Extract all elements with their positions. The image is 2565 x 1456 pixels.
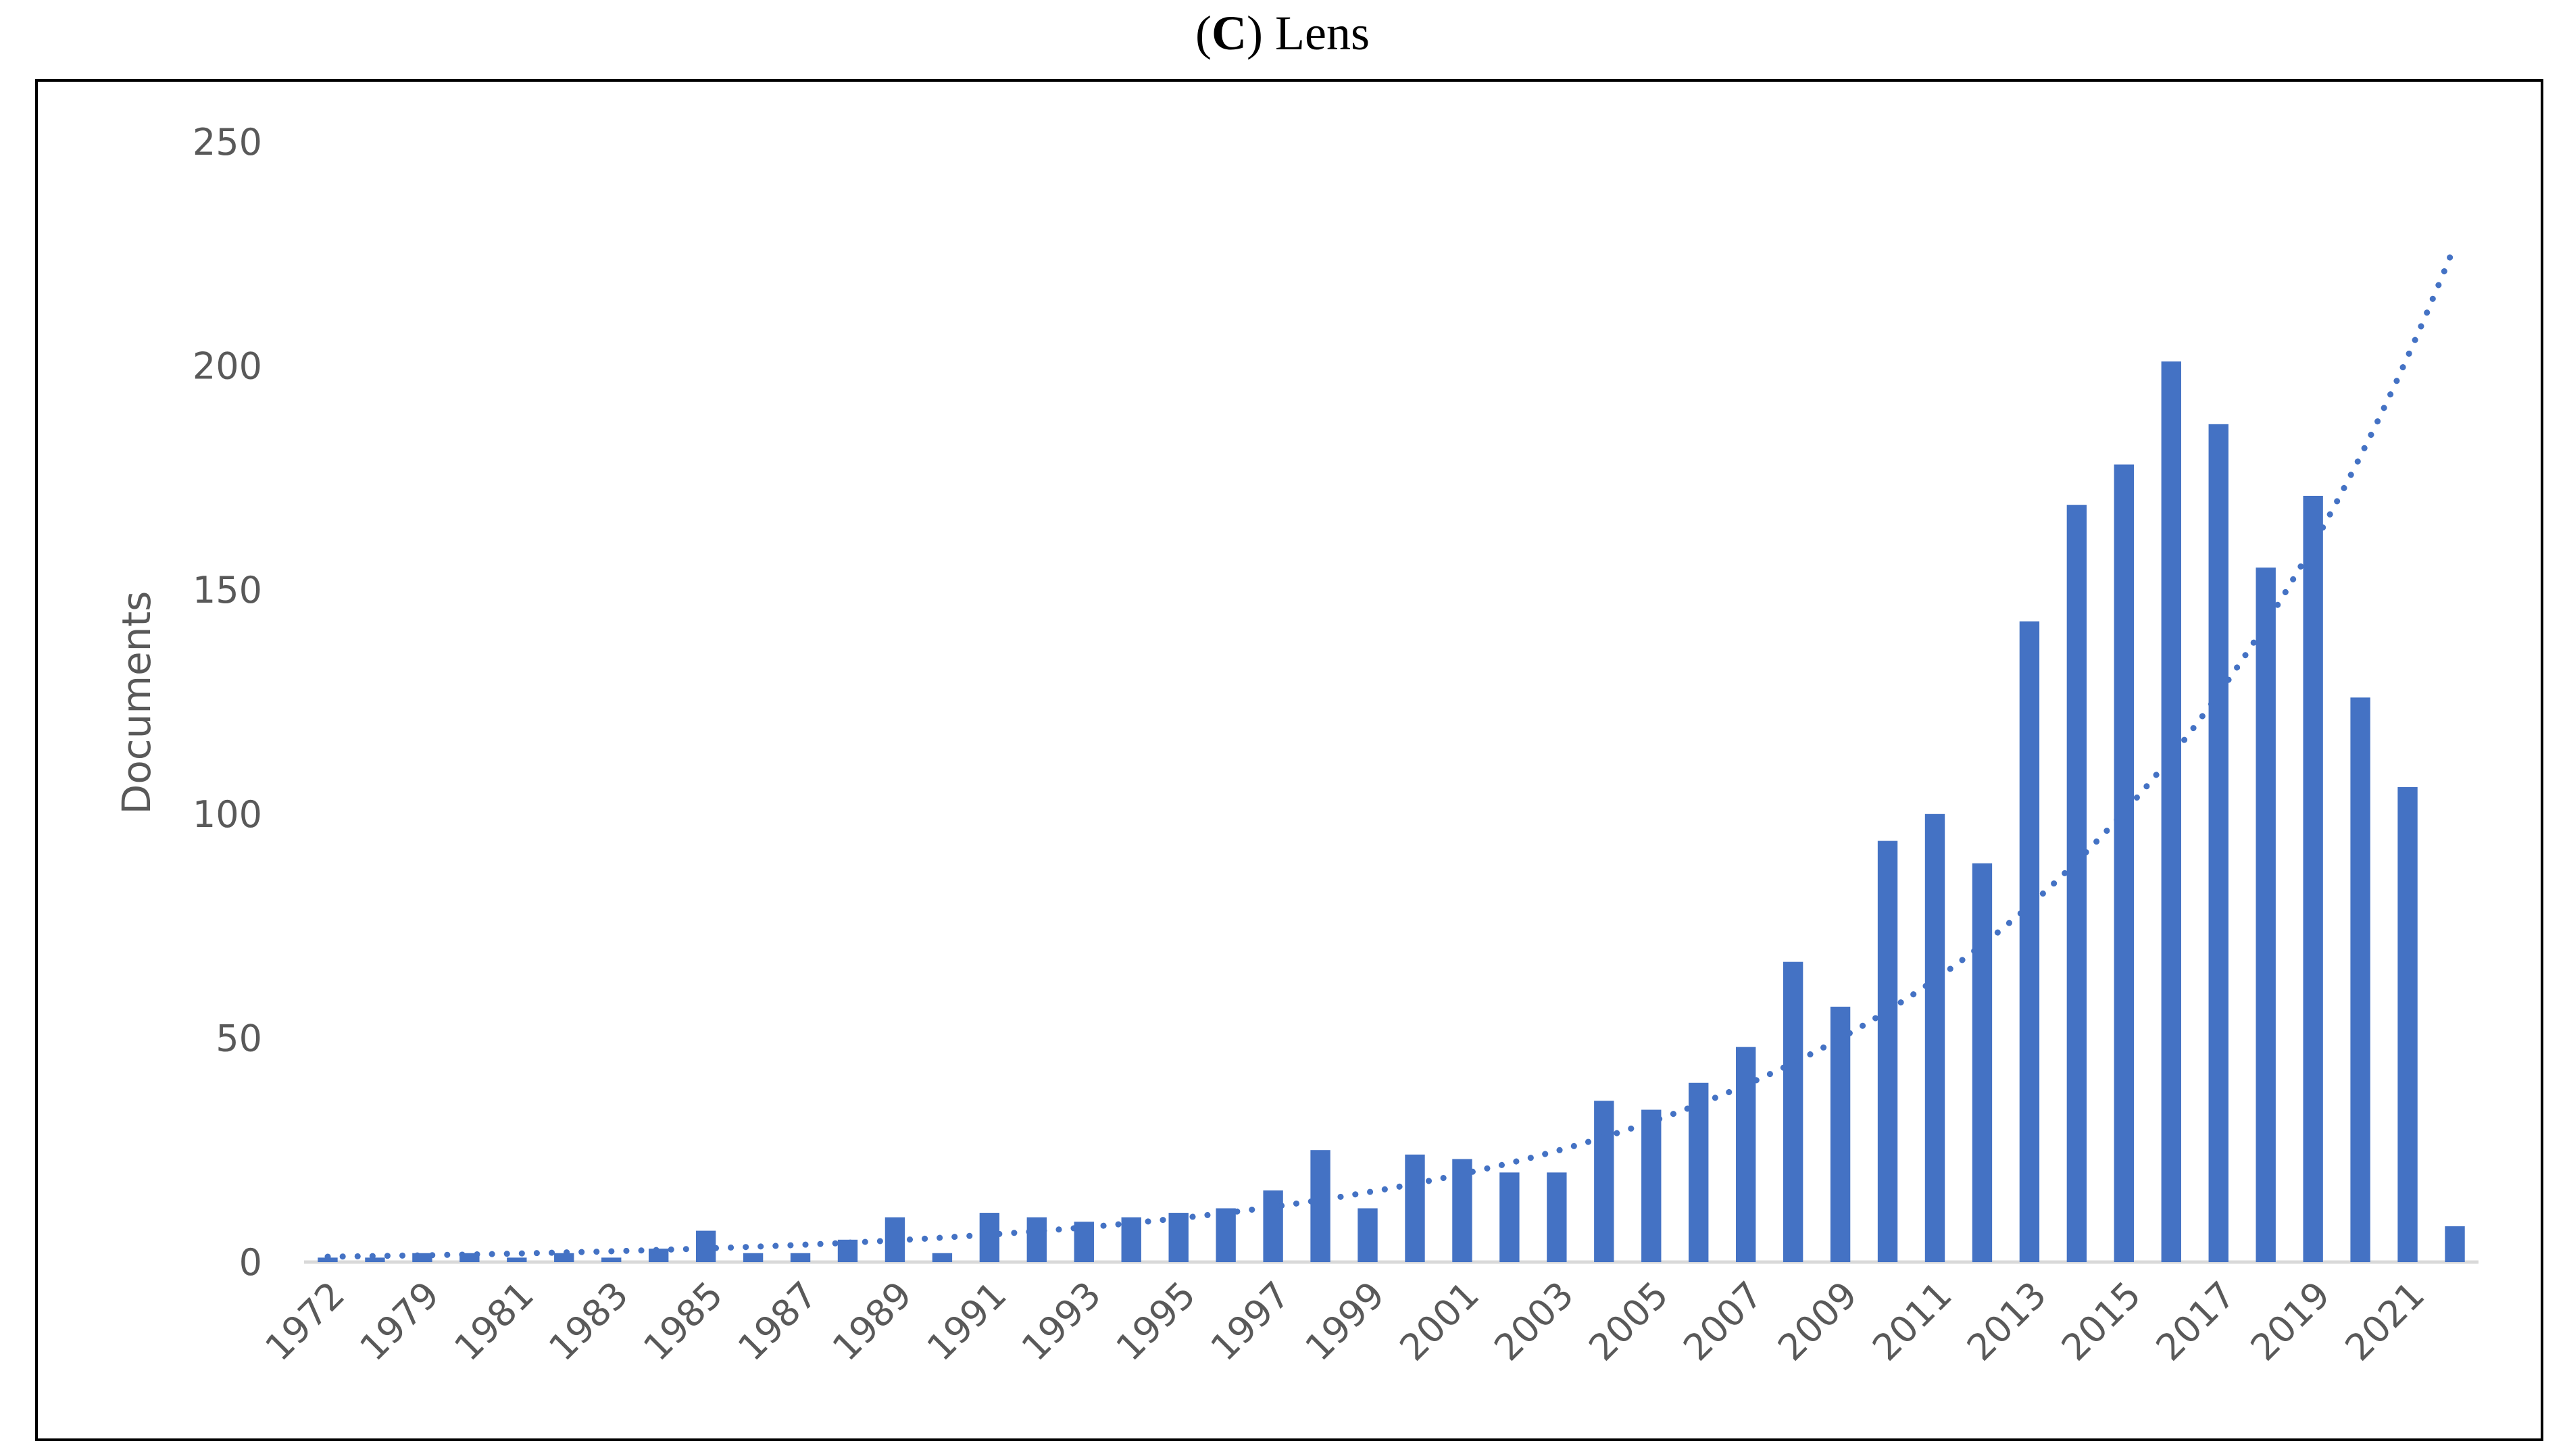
x-tick-label: 1985	[635, 1274, 731, 1370]
x-tick-label: 1997	[1203, 1274, 1299, 1370]
bar	[2397, 787, 2418, 1262]
x-tick-label: 1979	[351, 1274, 447, 1370]
bar	[1405, 1154, 1425, 1262]
x-tick-label: 2011	[1864, 1274, 1960, 1370]
bar	[1877, 840, 1898, 1262]
bar	[2161, 361, 2181, 1262]
bar	[979, 1213, 1000, 1262]
y-tick-label: 150	[193, 569, 262, 611]
bar	[743, 1253, 764, 1262]
bar	[2303, 495, 2323, 1262]
x-tick-label: 1995	[1108, 1274, 1204, 1370]
x-tick-label: 2009	[1770, 1274, 1866, 1370]
bar	[2114, 464, 2135, 1262]
x-tick-label: 2005	[1580, 1274, 1676, 1370]
x-tick-label: 1989	[824, 1274, 920, 1370]
bar	[2256, 568, 2276, 1262]
x-tick-label: 2017	[2148, 1274, 2244, 1370]
y-axis-label: Documents	[114, 591, 159, 815]
bar	[1594, 1101, 1614, 1262]
x-tick-label: 1991	[919, 1274, 1015, 1370]
bar	[507, 1257, 527, 1262]
bar	[1924, 813, 1945, 1262]
chart-title: (C) Lens	[1195, 6, 1370, 60]
y-tick-label: 200	[193, 345, 262, 388]
x-tick-label: 1981	[446, 1274, 542, 1370]
x-tick-label: 2021	[2337, 1274, 2433, 1370]
bar	[648, 1249, 669, 1262]
bar	[1310, 1150, 1330, 1262]
x-tick-label: 2015	[2053, 1274, 2149, 1370]
chart-title-text: Lens	[1275, 6, 1370, 60]
bar	[2208, 424, 2228, 1263]
bar	[1972, 863, 1993, 1262]
x-tick-label: 2003	[1486, 1274, 1582, 1370]
y-tick-label: 250	[193, 121, 262, 164]
x-tick-label: 1983	[541, 1274, 637, 1370]
bar	[601, 1257, 622, 1262]
y-tick-label: 100	[193, 793, 262, 836]
y-tick-label: 0	[239, 1241, 262, 1284]
bar	[2019, 621, 2040, 1262]
bar	[318, 1257, 338, 1262]
bar	[1263, 1190, 1283, 1262]
bar	[1499, 1172, 1520, 1262]
bar	[1358, 1208, 1378, 1262]
x-tick-label: 1993	[1014, 1274, 1110, 1370]
x-tick-label: 1987	[730, 1274, 826, 1370]
trendline	[324, 242, 2458, 1260]
bar	[1689, 1082, 1709, 1262]
x-tick-label: 2007	[1675, 1274, 1771, 1370]
x-tick-label: 2013	[1959, 1274, 2055, 1370]
bar	[365, 1257, 385, 1262]
y-tick-label: 50	[216, 1017, 262, 1059]
x-tick-label: 2019	[2243, 1274, 2339, 1370]
bar	[1830, 1006, 1851, 1262]
bar	[1026, 1217, 1047, 1262]
x-tick-label: 1999	[1297, 1274, 1393, 1370]
bar	[1547, 1172, 1567, 1262]
bar	[2350, 697, 2370, 1262]
x-tick-label: 2001	[1391, 1274, 1487, 1370]
bar	[1216, 1208, 1236, 1262]
chart-frame	[35, 79, 2543, 1441]
bar	[2445, 1226, 2465, 1262]
bar	[1641, 1109, 1662, 1262]
chart-title-letter: C	[1212, 6, 1247, 60]
bar	[554, 1253, 574, 1262]
bar	[1735, 1047, 1756, 1262]
bar	[932, 1253, 953, 1262]
bar	[2066, 505, 2087, 1262]
x-tick-label: 1972	[257, 1274, 353, 1370]
bar	[790, 1253, 811, 1262]
bar	[1783, 961, 1803, 1262]
